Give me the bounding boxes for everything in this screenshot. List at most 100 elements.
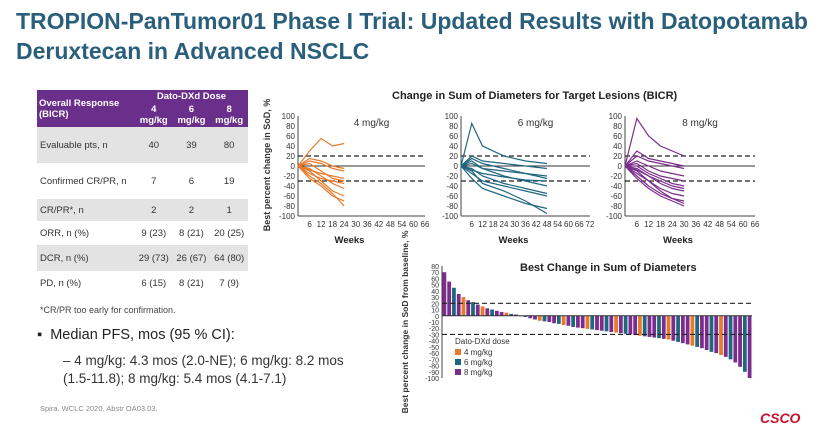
waterfall-bar xyxy=(576,315,580,328)
row-label: DCR, n (%) xyxy=(37,245,135,271)
table-cell: 6 xyxy=(188,175,195,187)
citation: Spira. WCLC 2020. Abstr OA03.03. xyxy=(40,404,158,413)
spider-x-tick-label: 18 xyxy=(656,220,665,229)
spider-y-tick-label: -100 xyxy=(606,212,623,221)
spider-y-tick-label: -100 xyxy=(442,212,459,221)
spider-y-tick-label: 80 xyxy=(286,122,295,131)
spider-y-tick-label: 80 xyxy=(449,122,458,131)
spider-panel-label: 6 mg/kg xyxy=(518,118,554,129)
spider-x-tick-label: 60 xyxy=(739,220,748,229)
spider-x-tick-label: 18 xyxy=(489,220,498,229)
spider-x-tick-label: 60 xyxy=(409,220,418,229)
waterfall-bar xyxy=(733,315,738,363)
waterfall-bar xyxy=(623,315,628,334)
waterfall-y-tick-label: -40 xyxy=(429,339,439,346)
table-cell: 39 xyxy=(172,127,211,163)
waterfall-bar xyxy=(561,315,566,326)
waterfall-y-tick-label: 20 xyxy=(431,301,439,308)
waterfall-legend-swatch xyxy=(455,369,461,375)
spider-x-tick-label: 36 xyxy=(363,220,372,229)
row-label: CR/PR*, n xyxy=(37,199,135,221)
table-row: Evaluable pts, n 40 39 80 xyxy=(37,127,248,163)
spider-series-line xyxy=(297,165,345,180)
row-label: Evaluable pts, n xyxy=(37,127,135,163)
spider-y-tick-label: -20 xyxy=(610,172,622,181)
waterfall-bar xyxy=(652,315,657,338)
table-cell: 26 (67) xyxy=(172,245,211,271)
spider-chart-title: Change in Sum of Diameters for Target Le… xyxy=(392,90,678,102)
waterfall-bar xyxy=(604,315,609,332)
waterfall-bar xyxy=(690,315,695,346)
waterfall-bar xyxy=(618,315,623,334)
spider-y-tick-label: -80 xyxy=(283,202,295,211)
spider-y-tick-label: -40 xyxy=(283,182,295,191)
waterfall-y-tick-label: 40 xyxy=(431,289,439,296)
spider-series-line xyxy=(460,165,548,215)
spider-x-tick-label: 6 xyxy=(470,220,475,229)
spider-series-line xyxy=(460,165,548,197)
waterfall-bar xyxy=(747,315,752,378)
table-row: PD, n (%) 6 (15) 8 (21) 7 (9) xyxy=(37,271,248,295)
waterfall-legend-label: 6 mg/kg xyxy=(464,358,492,367)
waterfall-bar xyxy=(685,315,690,345)
spider-x-axis-label: Weeks xyxy=(335,235,365,246)
spider-x-tick-label: 36 xyxy=(691,220,700,229)
spider-x-tick-label: 54 xyxy=(553,220,562,229)
waterfall-y-tick-label: 50 xyxy=(431,283,439,290)
spider-x-tick-label: 54 xyxy=(727,220,736,229)
spider-y-tick-label: 80 xyxy=(613,122,622,131)
waterfall-y-tick-label: -80 xyxy=(429,364,439,371)
spider-x-axis-label: Weeks xyxy=(663,235,693,246)
waterfall-y-tick-label: -70 xyxy=(429,357,439,364)
waterfall-y-tick-label: -10 xyxy=(429,320,439,327)
dose-header: 8 mg/kg xyxy=(210,103,248,127)
table-cell: 8 (21) xyxy=(179,227,204,239)
spider-x-tick-label: 48 xyxy=(715,220,724,229)
spider-y-tick-label: -60 xyxy=(610,192,622,201)
waterfall-bar xyxy=(475,304,480,316)
spider-panel-label: 4 mg/kg xyxy=(354,118,390,129)
spider-series-line xyxy=(460,165,548,195)
waterfall-bar xyxy=(704,315,709,350)
waterfall-bar xyxy=(514,314,518,316)
waterfall-bar xyxy=(542,315,547,322)
spider-y-tick-label: 0 xyxy=(454,162,459,171)
waterfall-y-tick-label: 80 xyxy=(431,264,439,271)
spider-y-tick-label: -80 xyxy=(610,202,622,211)
spider-x-tick-label: 42 xyxy=(703,220,712,229)
spider-x-tick-label: 66 xyxy=(751,220,760,229)
spider-x-tick-label: 36 xyxy=(521,220,530,229)
waterfall-y-tick-label: 10 xyxy=(431,308,439,315)
spider-x-tick-label: 6 xyxy=(635,220,640,229)
spider-series-line xyxy=(297,165,345,185)
spider-x-tick-label: 12 xyxy=(644,220,653,229)
spider-y-tick-label: -100 xyxy=(279,212,296,221)
spider-x-tick-label: 6 xyxy=(307,220,312,229)
table-cell: 29 (73) xyxy=(134,245,173,271)
table-cell: 20 (25) xyxy=(214,227,245,239)
spider-series-line xyxy=(624,165,685,192)
waterfall-bar xyxy=(471,302,475,316)
table-cell: 2 xyxy=(134,199,173,221)
waterfall-bar xyxy=(590,315,595,330)
waterfall-bar xyxy=(599,315,604,331)
waterfall-bar xyxy=(480,306,485,316)
spider-series-line xyxy=(460,121,548,167)
waterfall-bar xyxy=(742,315,747,372)
spider-x-tick-label: 48 xyxy=(386,220,395,229)
spider-x-tick-label: 54 xyxy=(397,220,406,229)
spider-series-line xyxy=(624,165,685,197)
waterfall-bar xyxy=(552,315,556,324)
spider-y-tick-label: -80 xyxy=(446,202,458,211)
waterfall-bar xyxy=(628,315,633,335)
waterfall-bar xyxy=(695,315,700,347)
table-header-label: Overall Response (BICR) xyxy=(37,90,135,127)
spider-series-line xyxy=(297,137,345,167)
waterfall-bar xyxy=(456,294,461,316)
table-cell: 7 xyxy=(151,175,157,187)
waterfall-legend-label: 8 mg/kg xyxy=(464,368,492,377)
spider-y-tick-label: -60 xyxy=(283,192,295,201)
table-row: Confirmed CR/PR, n 7 6 19 xyxy=(37,163,248,199)
waterfall-y-axis-label: Best percent change in SoD from baseline… xyxy=(400,230,410,413)
